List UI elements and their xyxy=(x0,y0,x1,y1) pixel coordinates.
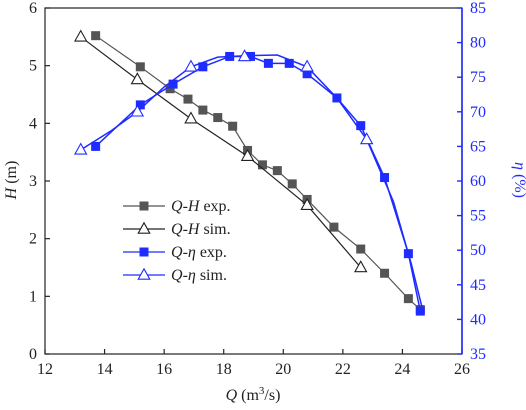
legend-marker-3 xyxy=(137,267,151,280)
series-1-point xyxy=(353,260,368,273)
series-3-point xyxy=(130,104,145,117)
bottom-tick-label: 18 xyxy=(216,361,232,378)
series-2-point xyxy=(415,306,425,316)
right-tick-label: 70 xyxy=(470,104,486,121)
series-group-3 xyxy=(74,49,425,313)
series-group-1 xyxy=(74,29,368,273)
left-tick-label: 4 xyxy=(29,115,37,132)
bottom-tick-label: 14 xyxy=(97,361,113,378)
x-axis-label: Q (m3/s) xyxy=(226,385,281,404)
right-axis-ticks: 35 40 45 50 55 60 65 70 75 80 85 xyxy=(457,0,486,363)
bottom-tick-label: 20 xyxy=(275,361,291,378)
series-1-point xyxy=(74,29,88,42)
series-0-point xyxy=(257,160,267,170)
bottom-tick-label: 16 xyxy=(156,361,172,378)
legend-marker-0 xyxy=(139,201,149,211)
series-0-point xyxy=(228,121,238,131)
left-tick-label: 6 xyxy=(29,0,37,17)
series-0-point xyxy=(356,244,366,254)
series-layer xyxy=(74,29,425,316)
series-0-point xyxy=(198,105,208,115)
series-0-point xyxy=(135,62,145,72)
legend-marker-1 xyxy=(137,221,151,234)
series-0-point xyxy=(287,179,297,189)
series-3-point xyxy=(184,59,198,72)
series-group-0 xyxy=(91,31,425,315)
right-tick-label: 80 xyxy=(470,35,486,52)
right-tick-label: 85 xyxy=(470,0,486,17)
legend-label-2: Q-η exp. xyxy=(171,244,227,261)
series-0-point xyxy=(329,222,339,232)
right-tick-label: 75 xyxy=(470,69,486,86)
series-3-point xyxy=(237,49,252,62)
right-tick-label: 40 xyxy=(470,311,486,328)
left-tick-label: 5 xyxy=(29,58,37,75)
series-2-point xyxy=(168,79,178,89)
legend-label-1: Q-H sim. xyxy=(171,221,231,238)
series-3-point xyxy=(300,59,314,72)
series-0-point xyxy=(91,31,101,41)
series-0-point xyxy=(183,94,193,104)
series-3-point xyxy=(74,142,88,155)
left-tick-label: 3 xyxy=(29,173,37,190)
bottom-axis-ticks: 12 14 16 18 20 22 24 26 xyxy=(37,349,470,378)
series-1-point xyxy=(184,111,198,124)
bottom-tick-label: 24 xyxy=(394,361,410,378)
bottom-tick-label: 12 xyxy=(37,361,53,378)
right-tick-label: 55 xyxy=(470,208,486,225)
series-1-point xyxy=(130,72,145,85)
right-tick-label: 50 xyxy=(470,242,486,259)
right-tick-label: 35 xyxy=(470,346,486,363)
y-right-axis-label: η (%) xyxy=(511,162,526,198)
series-1-point xyxy=(300,197,314,210)
bottom-tick-label: 22 xyxy=(335,361,351,378)
y-left-axis-label: H (m) xyxy=(3,161,20,201)
legend-label-3: Q-η sim. xyxy=(171,267,227,284)
series-0-point xyxy=(272,166,282,176)
series-3-point xyxy=(359,132,374,145)
bottom-tick-label: 26 xyxy=(454,361,470,378)
legend-label-0: Q-H exp. xyxy=(171,198,231,215)
series-line-1 xyxy=(80,36,362,268)
series-line-2 xyxy=(95,55,422,312)
left-tick-label: 0 xyxy=(29,346,37,363)
right-tick-label: 65 xyxy=(470,138,486,155)
series-0-point xyxy=(213,113,223,123)
left-tick-label: 2 xyxy=(29,231,37,248)
series-2-point xyxy=(91,141,101,151)
left-axis-ticks: 0 1 2 3 4 5 6 xyxy=(29,0,50,363)
series-0-point xyxy=(403,294,413,304)
legend-marker-2 xyxy=(139,247,149,257)
series-line-3 xyxy=(80,54,425,313)
series-0-point xyxy=(380,268,390,278)
right-tick-label: 60 xyxy=(470,173,486,190)
series-1-point xyxy=(240,148,255,161)
right-tick-label: 45 xyxy=(470,277,486,294)
left-tick-label: 1 xyxy=(29,288,37,305)
legend: Q-H exp. Q-H sim. Q-η exp. Q-η sim. xyxy=(123,198,231,284)
series-2-point xyxy=(263,58,273,68)
